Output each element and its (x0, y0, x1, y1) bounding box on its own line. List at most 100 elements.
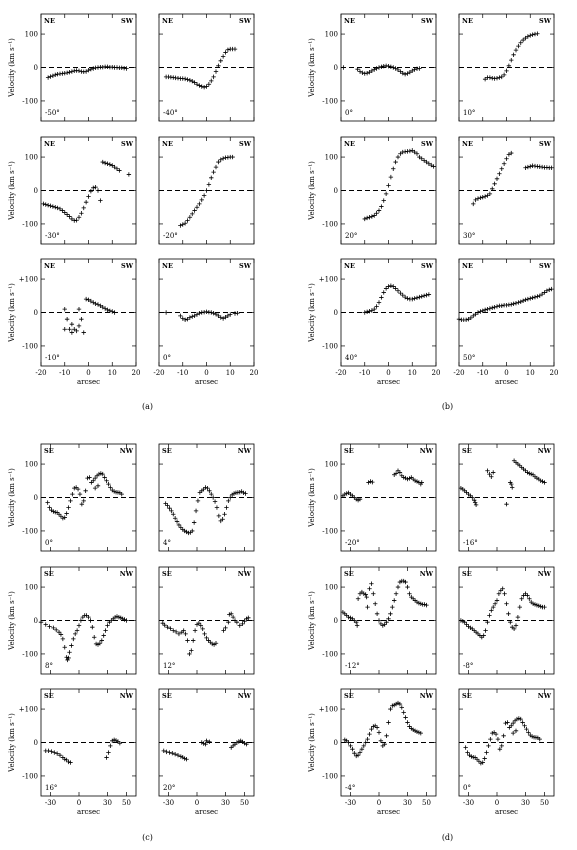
data-point (67, 69, 72, 75)
data-point (418, 601, 423, 606)
data-point (204, 635, 209, 641)
y-tick-label: 100 (25, 154, 38, 162)
data-point (191, 520, 197, 525)
data-point (372, 67, 377, 72)
data-point (348, 615, 353, 621)
y-tick-label: 100 (25, 584, 38, 592)
data-point (224, 505, 229, 510)
data-point (494, 304, 500, 309)
direction-label-left: SE (462, 447, 472, 455)
data-point (185, 638, 190, 643)
data-point (354, 623, 360, 628)
data-point (200, 626, 205, 632)
data-point (74, 628, 80, 633)
y-axis-label: Velocity (km s⁻¹) (308, 283, 316, 343)
x-axis-label: arcsec (495, 808, 518, 816)
data-point (362, 310, 367, 315)
data-point (204, 188, 209, 193)
data-point (405, 71, 410, 76)
data-point (367, 69, 372, 75)
data-point (482, 194, 488, 199)
y-axis-label: Velocity (km s⁻¹) (308, 591, 316, 651)
data-point (124, 618, 129, 623)
y-tick-label: -100 (322, 342, 338, 350)
data-point (397, 470, 403, 475)
data-point (509, 57, 514, 63)
direction-label-left: SE (162, 570, 172, 578)
data-point (107, 308, 113, 314)
data-point (516, 43, 521, 49)
data-point (475, 196, 481, 201)
data-point (211, 310, 216, 316)
data-point (544, 288, 550, 293)
data-point (400, 292, 405, 298)
data-point (491, 470, 496, 475)
data-point (376, 65, 382, 70)
data-point (190, 528, 195, 534)
data-point (227, 612, 232, 617)
data-point (410, 296, 415, 302)
data-point (171, 628, 176, 633)
data-point (173, 629, 179, 635)
data-series (43, 737, 123, 765)
data-point (102, 160, 108, 166)
data-point (178, 313, 183, 319)
y-tick-label: 0 (334, 309, 338, 317)
data-point (114, 166, 120, 171)
data-point (220, 54, 226, 59)
data-point (476, 759, 482, 764)
data-point (64, 212, 70, 217)
data-point (520, 720, 525, 725)
data-point (105, 307, 110, 313)
data-point (54, 751, 60, 756)
data-point (189, 648, 194, 653)
direction-label-right: SW (421, 17, 434, 25)
data-point (359, 746, 365, 752)
data-point (510, 485, 515, 490)
data-point (374, 66, 379, 71)
direction-label-right: SW (121, 140, 134, 148)
data-point (357, 496, 363, 502)
data-point (64, 757, 69, 763)
data-point (392, 598, 397, 603)
data-point (412, 296, 417, 301)
data-point (190, 79, 195, 84)
data-point (165, 503, 170, 508)
data-point (354, 496, 359, 502)
data-point (182, 76, 188, 82)
data-series (340, 578, 429, 628)
data-point (374, 725, 380, 730)
data-point (57, 753, 63, 758)
data-point (93, 641, 99, 647)
panel-a-1: NE SW -40° (158, 13, 255, 122)
data-point (118, 615, 123, 621)
data-point (463, 745, 468, 750)
direction-label-right: NW (120, 570, 134, 578)
data-point (407, 69, 413, 75)
data-point (426, 161, 432, 166)
data-point (211, 169, 216, 175)
data-point (197, 83, 202, 88)
y-tick-label: 100 (325, 584, 338, 592)
data-point (62, 210, 67, 215)
data-point (380, 623, 385, 628)
data-point (417, 294, 422, 300)
position-angle-label: -20° (163, 232, 178, 240)
data-point (403, 715, 408, 720)
panel-b-2: -100 0 100 NE SW 20° Velocity (km s⁻¹) (308, 136, 437, 245)
data-point (470, 495, 475, 500)
x-tick-label: 30 (521, 799, 530, 807)
data-point (244, 616, 249, 622)
data-point (513, 47, 519, 53)
data-point (402, 294, 408, 300)
direction-label-right: NW (538, 447, 552, 455)
data-point (497, 75, 502, 80)
data-series (45, 64, 129, 80)
data-point (209, 491, 214, 497)
data-point (83, 69, 89, 74)
data-point (523, 165, 528, 170)
data-point (501, 72, 507, 78)
data-point (401, 578, 406, 584)
data-point (466, 316, 471, 322)
